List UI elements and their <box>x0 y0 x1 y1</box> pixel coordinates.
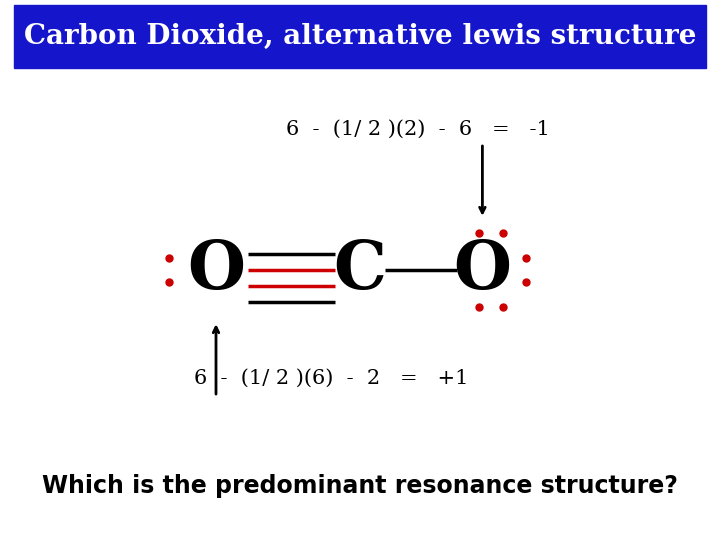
Text: Carbon Dioxide, alternative lewis structure: Carbon Dioxide, alternative lewis struct… <box>24 23 696 50</box>
Text: Which is the predominant resonance structure?: Which is the predominant resonance struc… <box>42 474 678 498</box>
Text: 6  -  (1/ 2 )(2)  -  6   =   -1: 6 - (1/ 2 )(2) - 6 = -1 <box>286 120 549 139</box>
Text: C: C <box>333 238 387 302</box>
Text: 6  -  (1/ 2 )(6)  -  2   =   +1: 6 - (1/ 2 )(6) - 2 = +1 <box>194 368 469 388</box>
Text: O: O <box>187 238 245 302</box>
Text: O: O <box>454 238 511 302</box>
